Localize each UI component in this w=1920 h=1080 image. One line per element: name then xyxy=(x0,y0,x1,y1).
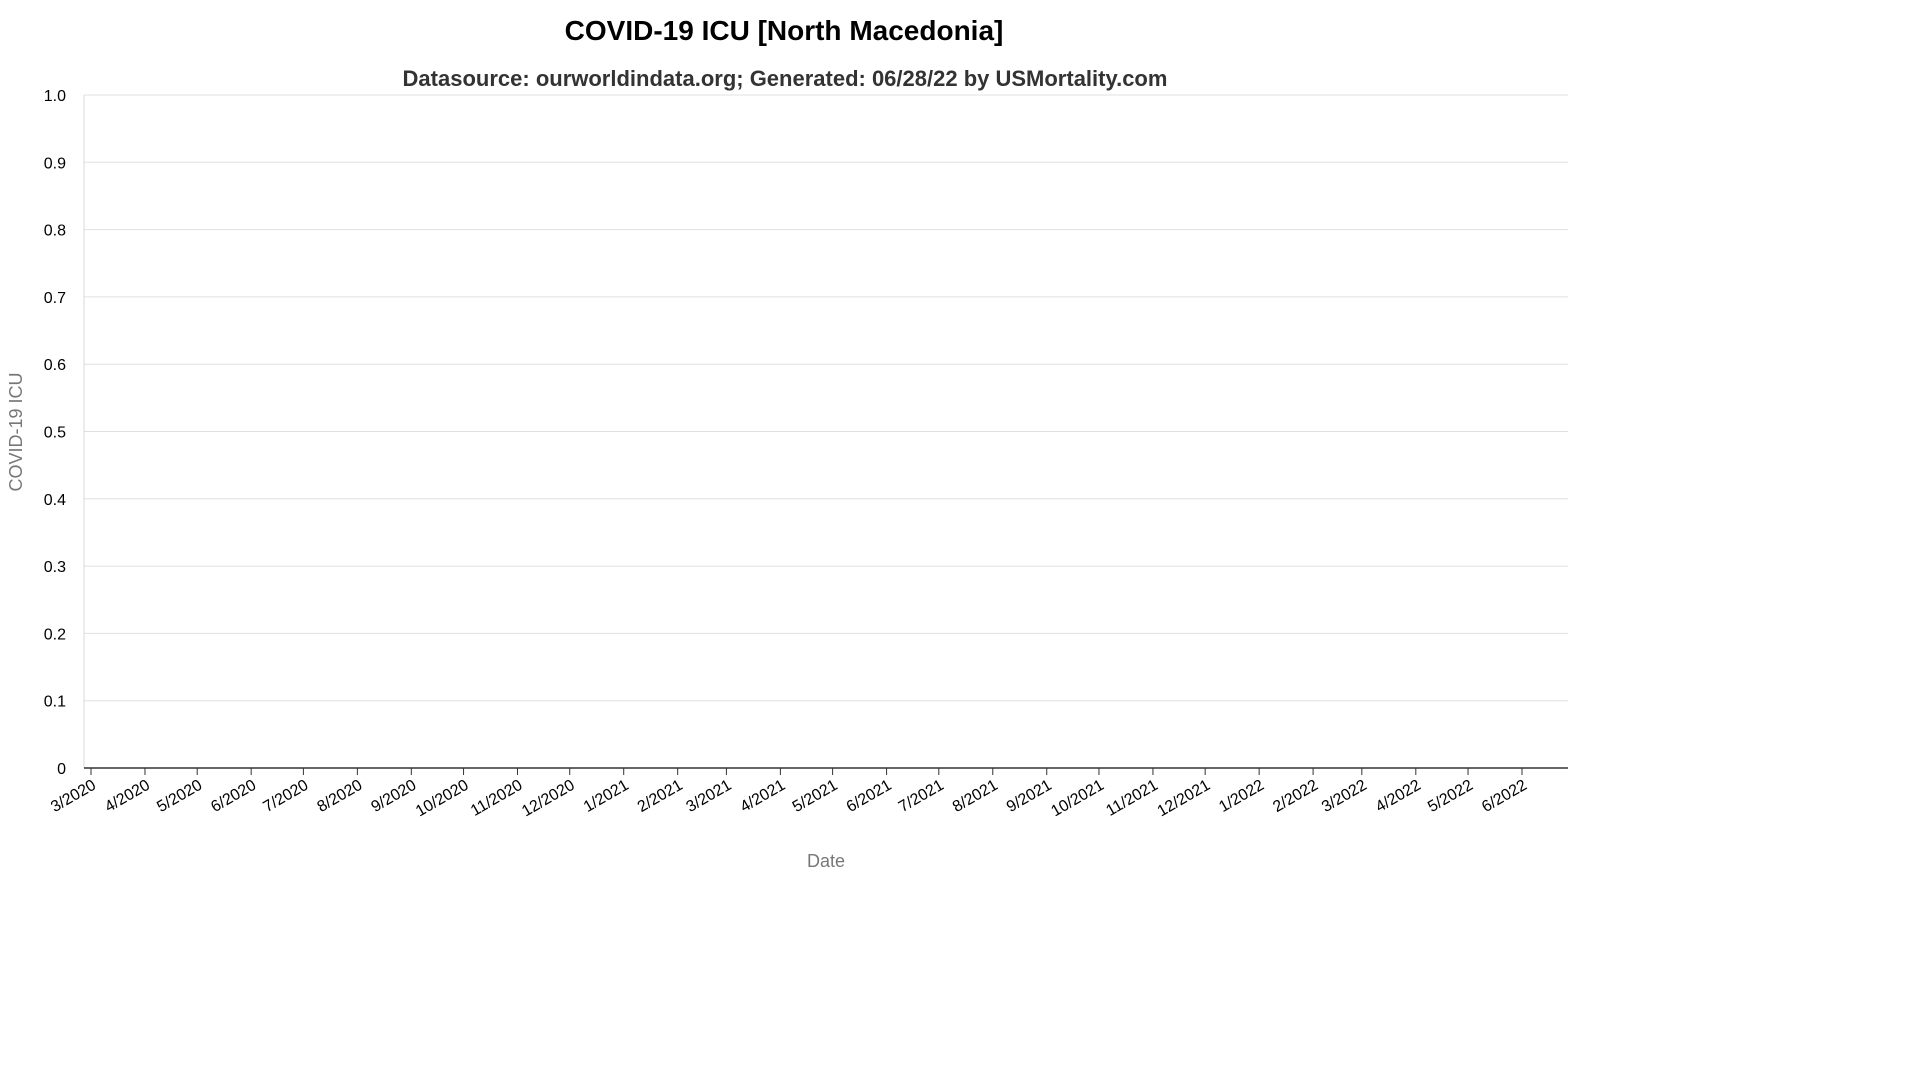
y-tick-label: 0.5 xyxy=(44,425,66,442)
chart-title: COVID-19 ICU [North Macedonia] xyxy=(565,15,1004,46)
chart-svg: COVID-19 ICU [North Macedonia] Datasourc… xyxy=(6,15,1568,871)
x-tick-label: 5/2020 xyxy=(154,777,205,816)
x-tick-label: 4/2020 xyxy=(102,777,153,816)
x-tick-label: 7/2020 xyxy=(261,777,312,816)
y-tick-label: 0.1 xyxy=(44,694,66,711)
x-tick-label: 11/2020 xyxy=(468,777,526,820)
x-tick-label: 3/2022 xyxy=(1319,777,1370,816)
y-tick-label: 0.3 xyxy=(44,559,66,576)
y-tick-label: 0 xyxy=(57,761,66,778)
x-tick-label: 8/2020 xyxy=(314,777,365,816)
x-tick-label: 4/2022 xyxy=(1373,777,1424,816)
x-axis-title: Date xyxy=(807,851,845,871)
chart: COVID-19 ICU [North Macedonia] Datasourc… xyxy=(6,15,1568,871)
x-tick-label: 12/2020 xyxy=(519,777,578,821)
x-tick-label: 9/2021 xyxy=(1004,777,1055,816)
x-tick-label: 3/2021 xyxy=(684,777,735,816)
y-tick-label: 0.6 xyxy=(44,357,66,374)
x-axis-ticks: 3/2020 4/2020 5/2020 6/2020 7/2020 8/2020 9/20… xyxy=(48,768,1530,820)
x-tick-label: 7/2021 xyxy=(896,777,947,816)
x-tick-label: 11/2021 xyxy=(1103,777,1161,820)
y-axis-ticks: 0 0.1 0.2 0.3 0.4 0.5 0.6 0.7 0.8 0.9 1.0 xyxy=(44,88,66,778)
x-tick-label: 5/2021 xyxy=(790,777,841,816)
x-tick-label: 2/2021 xyxy=(635,777,686,816)
x-tick-label: 1/2021 xyxy=(581,777,632,816)
y-tick-label: 0.8 xyxy=(44,223,66,240)
y-tick-label: 0.9 xyxy=(44,155,66,172)
y-tick-label: 0.4 xyxy=(44,492,66,509)
x-tick-label: 6/2022 xyxy=(1479,777,1530,816)
x-tick-label: 5/2022 xyxy=(1425,777,1476,816)
x-tick-label: 3/2020 xyxy=(48,777,99,816)
y-tick-label: 0.7 xyxy=(44,290,66,307)
y-tick-label: 1.0 xyxy=(44,88,66,105)
chart-subtitle: Datasource: ourworldindata.org; Generate… xyxy=(403,66,1168,91)
x-tick-label: 4/2021 xyxy=(738,777,789,816)
x-tick-label: 6/2020 xyxy=(208,777,259,816)
y-axis-title: COVID-19 ICU xyxy=(6,372,26,491)
x-tick-label: 10/2021 xyxy=(1048,777,1107,821)
x-tick-label: 8/2021 xyxy=(950,777,1001,816)
x-tick-label: 6/2021 xyxy=(844,777,895,816)
x-tick-label: 10/2020 xyxy=(413,777,472,821)
x-tick-label: 2/2022 xyxy=(1270,777,1321,816)
x-tick-label: 9/2020 xyxy=(368,777,419,816)
x-tick-label: 12/2021 xyxy=(1155,777,1214,821)
y-tick-label: 0.2 xyxy=(44,626,66,643)
gridlines xyxy=(84,94,1568,702)
x-tick-label: 1/2022 xyxy=(1216,777,1267,816)
